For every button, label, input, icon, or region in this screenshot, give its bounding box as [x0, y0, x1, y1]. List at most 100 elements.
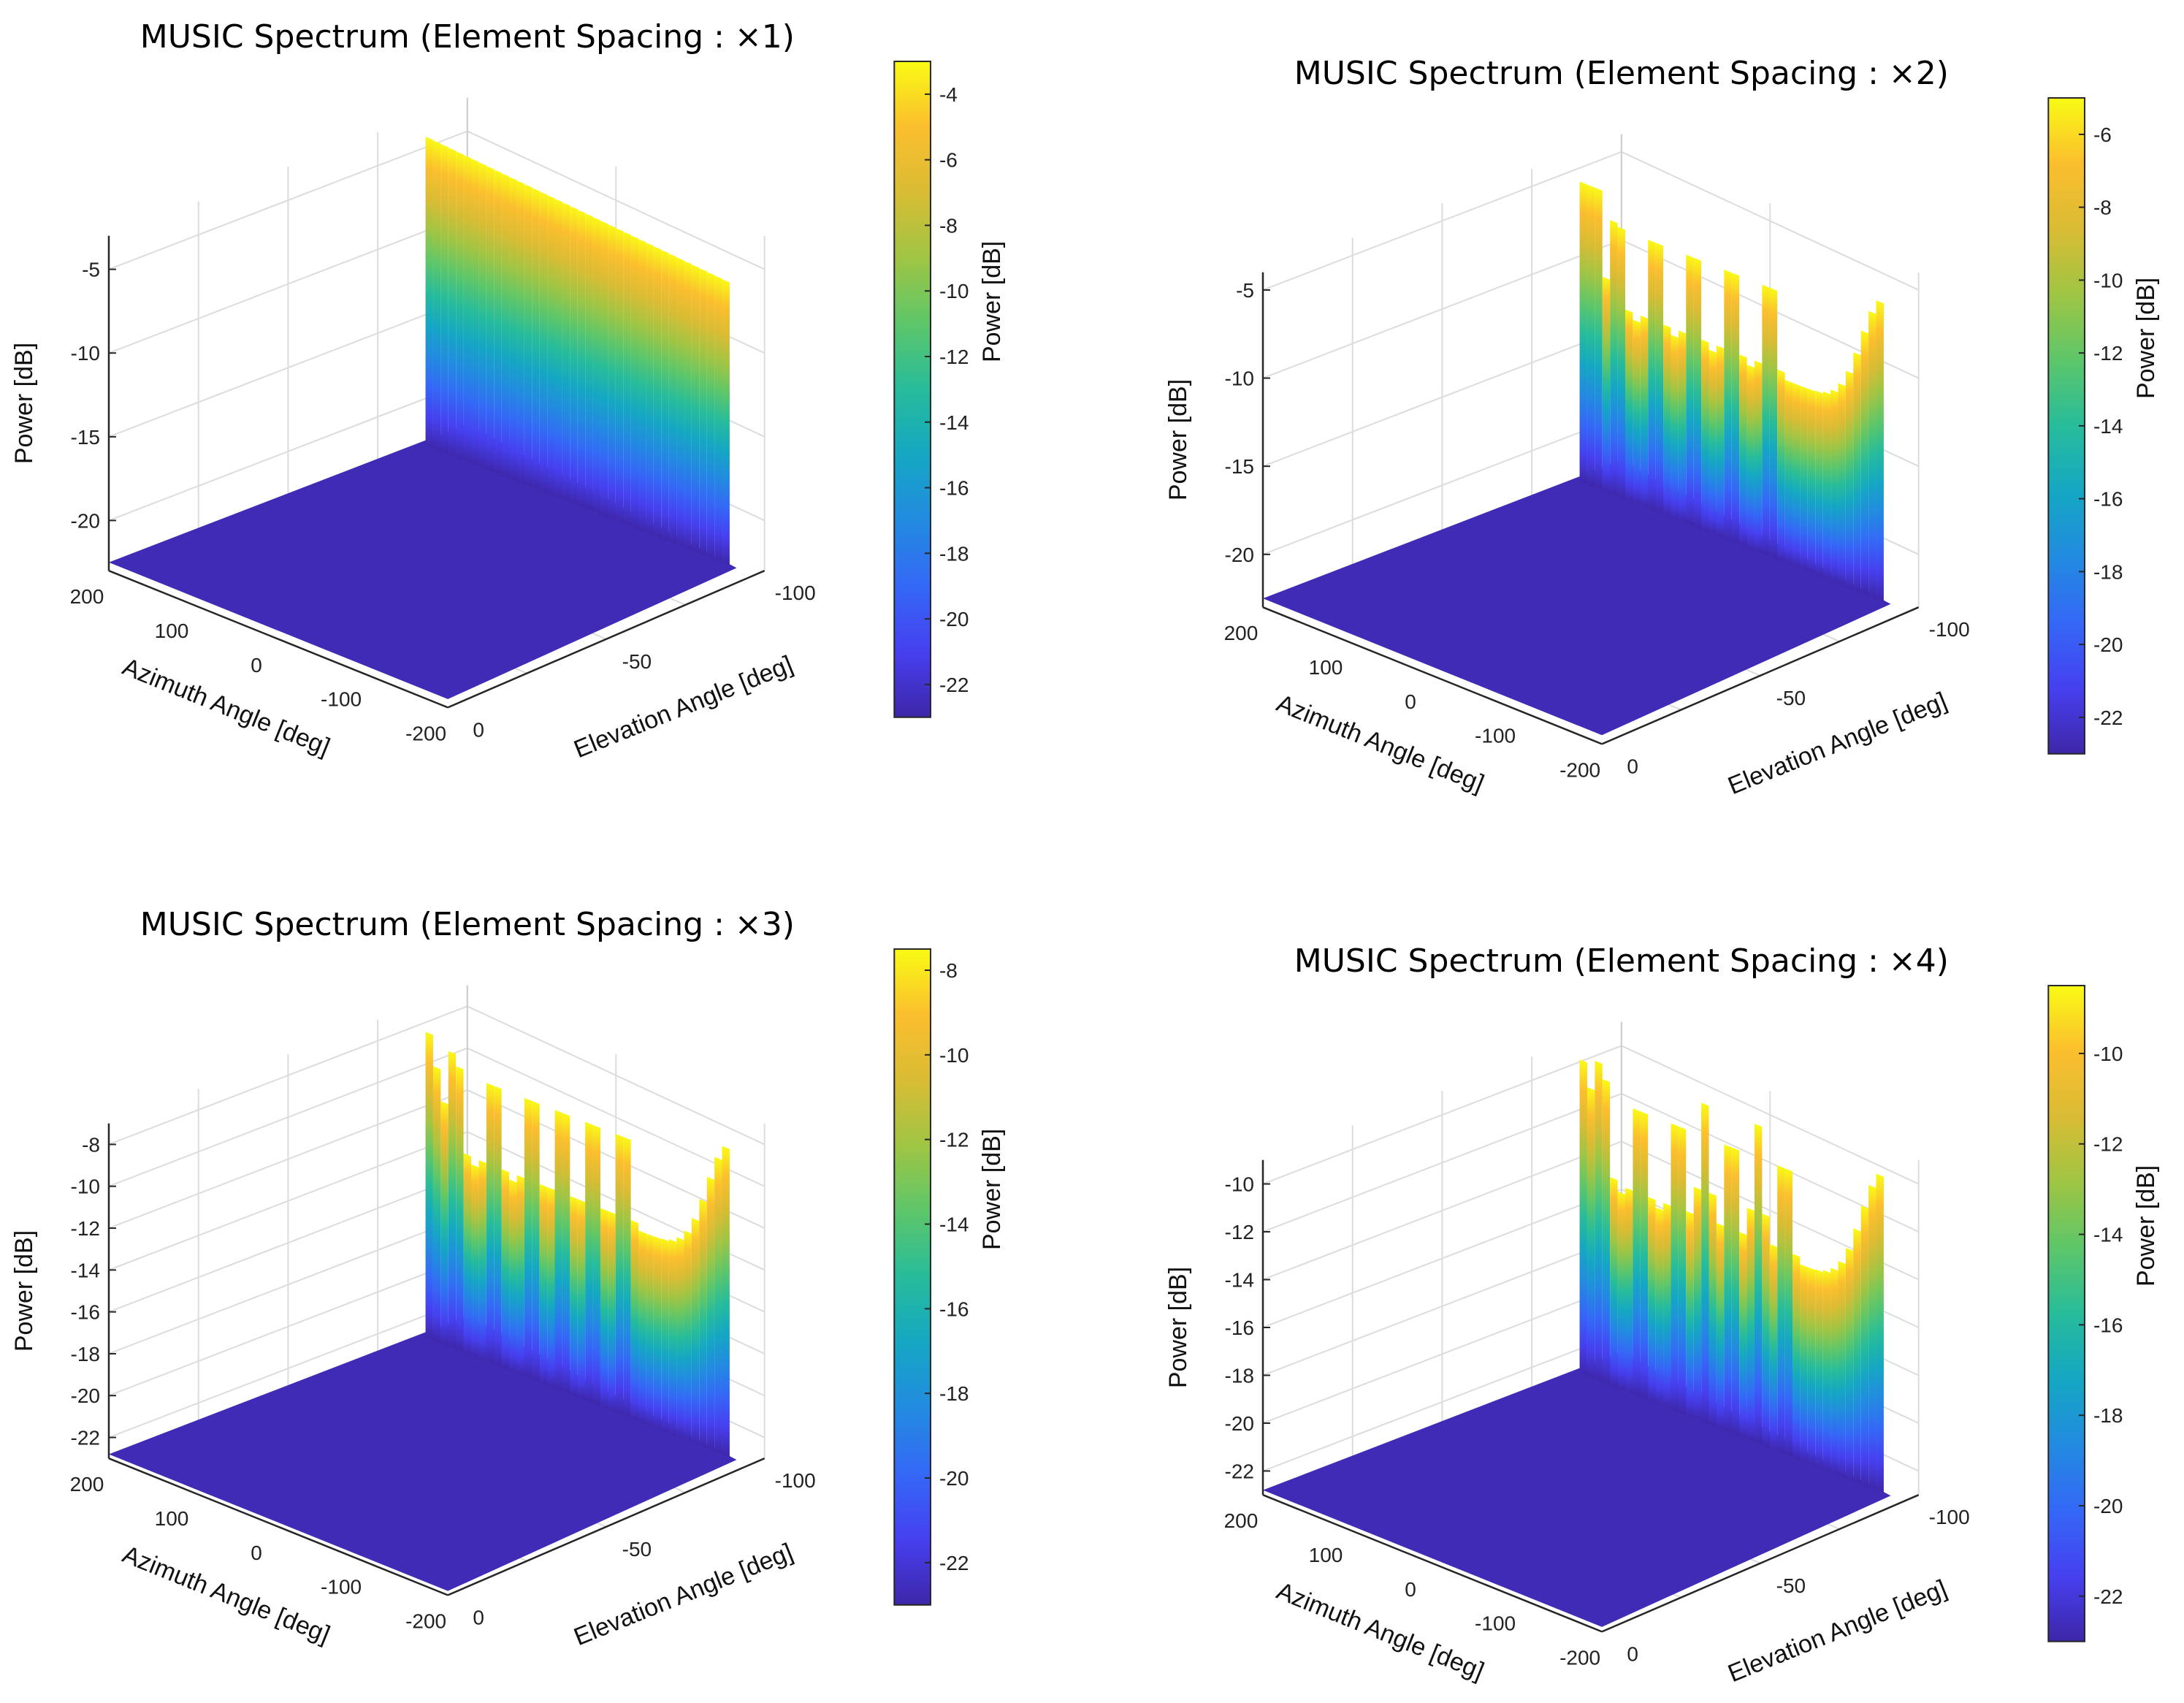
surface-strip — [516, 180, 524, 484]
z-axis-label: Power [dB] — [1164, 379, 1192, 500]
z-axis-label: Power [dB] — [10, 1230, 38, 1352]
colorbar-tick-label: -18 — [2093, 560, 2123, 583]
surface-strip — [630, 1220, 639, 1422]
surface-strip — [532, 1100, 540, 1382]
x-tick-label: -200 — [1559, 1646, 1600, 1669]
colorbar-scale — [2047, 97, 2085, 755]
surface-strip — [562, 1113, 570, 1395]
surface-strip — [1853, 1228, 1861, 1485]
colorbar-tick-label: -18 — [2093, 1404, 2123, 1427]
colorbar-tick-label: -6 — [2093, 123, 2112, 146]
surface-strip — [1784, 1168, 1793, 1458]
surface-strip — [1595, 187, 1603, 491]
colorbar: -4 -6 -8 -10 -12 -14 -16 -18 -20 -22 Power [dB] — [893, 61, 1006, 718]
surface-strip — [638, 239, 646, 533]
surface-strip — [1625, 309, 1633, 503]
surface-strip — [1724, 270, 1732, 541]
surface-strip — [1876, 300, 1884, 601]
colorbar: -10 -12 -14 -16 -18 -20 -22 Power [dB] — [2047, 985, 2160, 1642]
surface-strip — [425, 1032, 433, 1341]
surface-strip — [1633, 319, 1641, 506]
surface-strip — [440, 1101, 448, 1346]
colorbar-tick-label: -20 — [939, 608, 969, 630]
surface-strip — [1587, 1087, 1595, 1379]
z-tick-label: -18 — [71, 1343, 100, 1365]
surface-strip — [706, 1176, 715, 1452]
surface-strip — [554, 199, 562, 500]
surface-strip — [448, 148, 457, 457]
surface-strip — [539, 1184, 548, 1385]
surface-strip — [471, 159, 479, 467]
surface-strip — [676, 257, 684, 547]
surface-strip — [1731, 273, 1740, 544]
surface-strip — [1739, 1232, 1747, 1439]
surface-strip — [1579, 1059, 1587, 1376]
surface-strip — [1617, 226, 1626, 500]
surface-strip — [600, 1208, 608, 1409]
x-tick-label: -200 — [405, 722, 446, 744]
x-tick-label: 0 — [251, 654, 262, 677]
surface-strip — [1777, 1165, 1785, 1455]
z-tick-label: -16 — [71, 1301, 100, 1324]
surface-strip — [585, 213, 593, 511]
x-tick-label: -100 — [1475, 725, 1516, 747]
y-tick-label: -50 — [622, 1538, 652, 1561]
surface-strip — [706, 272, 715, 560]
surface — [108, 137, 737, 699]
surface-strip — [547, 1186, 555, 1388]
colorbar-tick-label: -14 — [939, 411, 969, 434]
y-tick-label: -100 — [1929, 1506, 1970, 1528]
axes-box — [107, 1123, 765, 1596]
surface-strip — [1610, 220, 1618, 497]
surface-strip — [691, 264, 700, 554]
surface-strip — [668, 1238, 677, 1436]
surface-strip — [478, 1159, 486, 1361]
surface-strip — [623, 1137, 631, 1418]
chart-title: MUSIC Spectrum (Element Spacing : ×2) — [1294, 55, 1949, 92]
surface-strip — [1648, 1197, 1656, 1403]
surface-strip — [1762, 284, 1770, 557]
chart-title: MUSIC Spectrum (Element Spacing : ×1) — [140, 18, 795, 56]
surface-strip — [1708, 349, 1717, 536]
surface-strip — [1792, 382, 1801, 568]
surface-strip — [577, 210, 586, 508]
z-tick-label: -20 — [1225, 544, 1254, 566]
x-tick-label: -100 — [321, 1576, 362, 1599]
z-axis-label: Power [dB] — [10, 343, 38, 464]
axis-ticks: -8 -10 -12 -14 -16 -18 -20 -22 200 100 0 -100 -200 0 -… — [70, 1133, 816, 1632]
colorbar-tick-label: -22 — [2093, 1585, 2123, 1608]
colorbar-tick-label: -22 — [939, 1552, 969, 1574]
colorbar-tick-label: -16 — [2093, 488, 2123, 511]
surface-strip — [425, 137, 433, 449]
surface-strip — [1678, 330, 1687, 524]
x-tick-label: 0 — [1405, 690, 1416, 713]
surface-strip — [714, 1157, 722, 1455]
surface-strip — [570, 1196, 578, 1398]
colorbar: -8 -10 -12 -14 -16 -18 -20 -22 Power [dB] — [893, 948, 1006, 1606]
y-tick-label: -100 — [775, 1469, 816, 1492]
colorbar-tick-label: -10 — [939, 1044, 969, 1067]
surface-strip — [1868, 310, 1876, 598]
surface-strip — [532, 188, 540, 490]
colorbar-tick-label: -10 — [2093, 1043, 2123, 1065]
y-tick-label: -100 — [1929, 618, 1970, 641]
x-tick-label: 200 — [1224, 622, 1259, 644]
y-tick-label: -50 — [622, 650, 652, 673]
z-axis-label: Power [dB] — [1164, 1267, 1192, 1388]
surface-strip — [1655, 1207, 1664, 1406]
surface-strip — [432, 140, 441, 452]
surface-strip — [1746, 1208, 1755, 1442]
surface-strip — [615, 1134, 624, 1415]
surface-strip — [501, 173, 510, 479]
surface-strip — [1648, 240, 1656, 511]
surface-strip — [562, 202, 570, 503]
surface-strip — [1579, 181, 1587, 484]
colorbar-tick-label: -12 — [939, 346, 969, 368]
z-tick-label: -20 — [71, 1384, 100, 1407]
surface-strip — [570, 206, 578, 506]
surface-strip — [478, 162, 486, 470]
surface-strip — [585, 1121, 593, 1403]
colorbar-tick-label: -8 — [939, 959, 958, 982]
z-tick-label: -20 — [1225, 1412, 1254, 1435]
colorbar-tick-label: -8 — [2093, 197, 2112, 219]
